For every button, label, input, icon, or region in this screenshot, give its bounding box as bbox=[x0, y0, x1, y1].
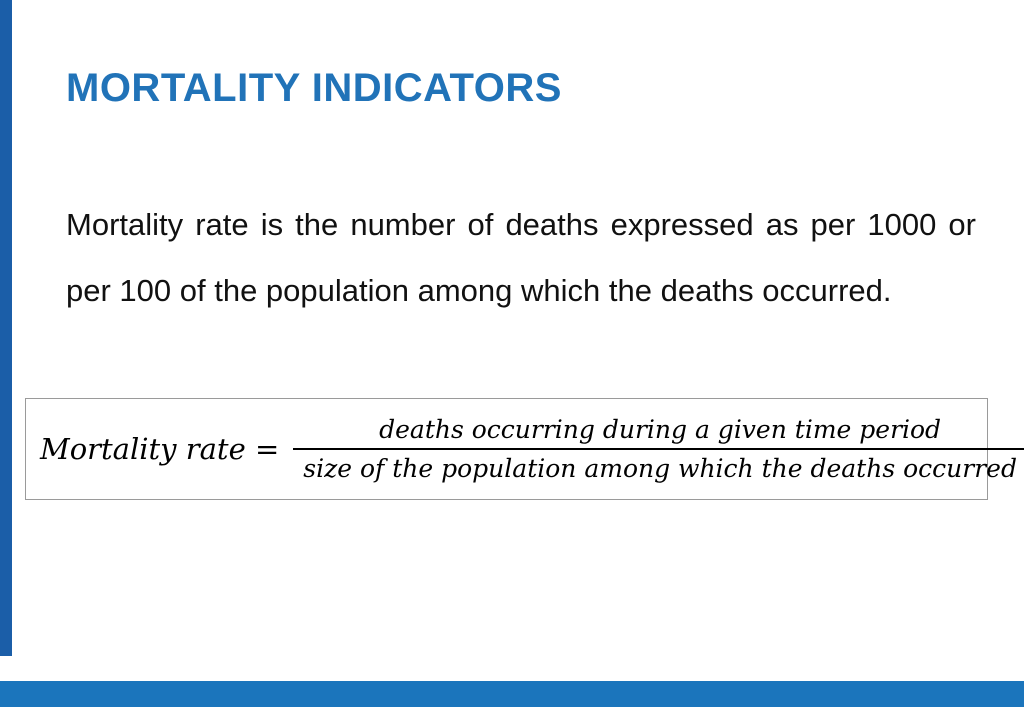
slide-title: MORTALITY INDICATORS bbox=[66, 66, 562, 110]
formula-denominator: size of the population among which the d… bbox=[303, 454, 1017, 483]
formula-numerator: deaths occurring during a given time per… bbox=[379, 415, 942, 444]
formula-lhs: Mortality rate = bbox=[40, 432, 280, 466]
fraction-bar bbox=[293, 448, 1024, 450]
body-paragraph: Mortality rate is the number of deaths e… bbox=[66, 207, 976, 308]
formula-box: Mortality rate = deaths occurring during… bbox=[25, 398, 1024, 500]
bottom-accent-bar bbox=[0, 681, 1024, 707]
left-accent-bar bbox=[0, 0, 12, 656]
mortality-rate-formula: Mortality rate = deaths occurring during… bbox=[40, 415, 1024, 483]
formula-fraction: deaths occurring during a given time per… bbox=[293, 415, 1024, 483]
